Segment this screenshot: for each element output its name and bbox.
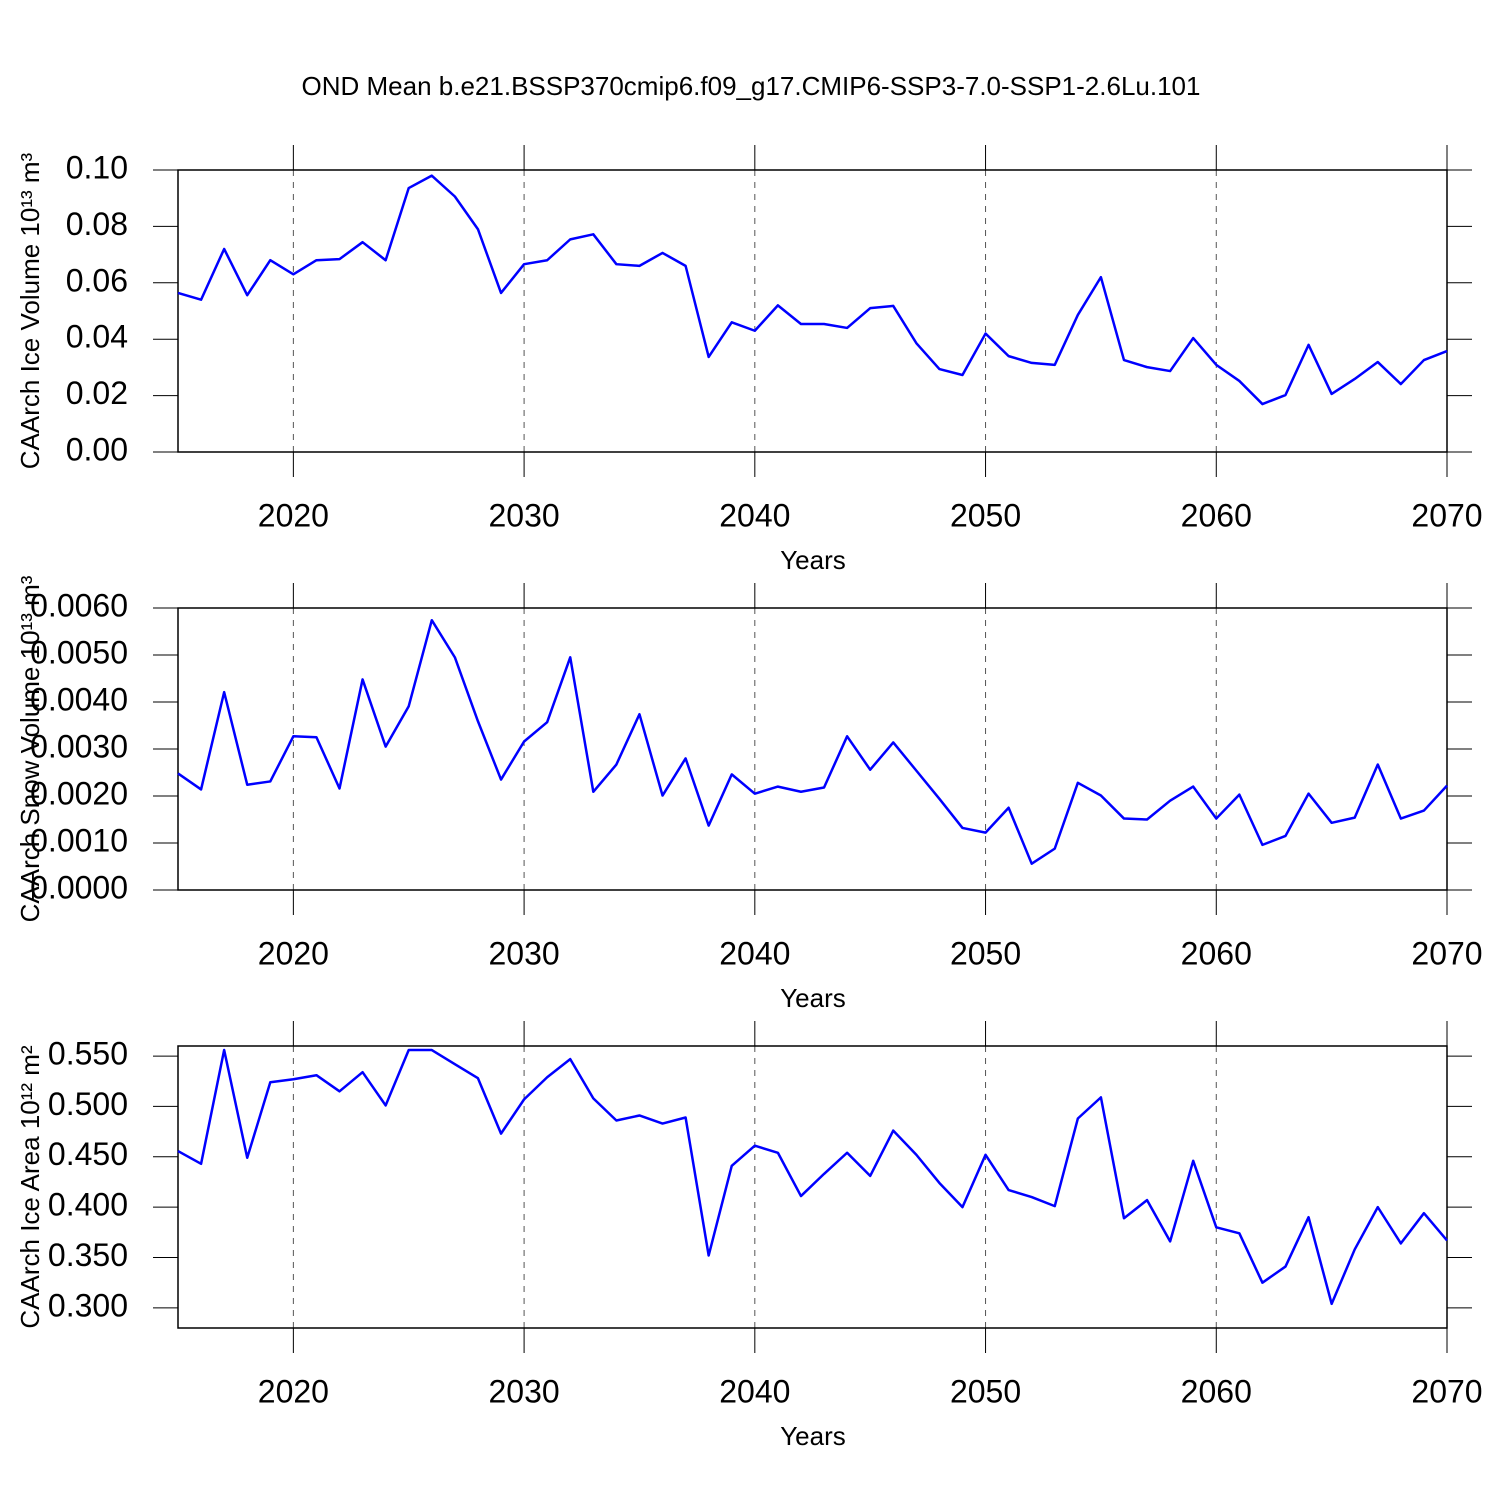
- y-tick-label: 0.500: [48, 1086, 128, 1122]
- y-tick-label: 0.0000: [30, 869, 128, 905]
- plot-frame: [177, 169, 1448, 453]
- x-tick-label: 2060: [1181, 1373, 1252, 1409]
- plot-frame: [177, 607, 1448, 891]
- x-tick-label: 2050: [950, 1373, 1021, 1409]
- y-tick-label: 0.06: [66, 262, 128, 298]
- x-tick-label: 2060: [1181, 935, 1252, 971]
- y-axis-title: CAArch Ice Volume 10¹³ m³: [15, 152, 45, 469]
- x-axis-title: Years: [780, 1421, 846, 1451]
- y-tick-label: 0.04: [66, 319, 128, 355]
- y-tick-label: 0.00: [66, 431, 128, 467]
- y-tick-label: 0.450: [48, 1136, 128, 1172]
- y-tick-label: 0.300: [48, 1287, 128, 1323]
- y-tick-label: 0.0040: [30, 681, 128, 717]
- x-tick-label: 2070: [1411, 497, 1482, 533]
- plot-frame: [177, 1045, 1448, 1329]
- x-tick-label: 2030: [488, 1373, 559, 1409]
- y-tick-label: 0.02: [66, 375, 128, 411]
- x-axis-title: Years: [780, 545, 846, 575]
- y-tick-label: 0.0050: [30, 634, 128, 670]
- x-tick-label: 2060: [1181, 497, 1252, 533]
- x-tick-label: 2030: [488, 935, 559, 971]
- x-tick-label: 2050: [950, 935, 1021, 971]
- y-tick-label: 0.0020: [30, 775, 128, 811]
- y-axis-title: CAArch Ice Area 10¹² m²: [15, 1045, 45, 1329]
- x-axis-title: Years: [780, 983, 846, 1013]
- data-line: [177, 618, 1448, 865]
- x-tick-label: 2020: [258, 497, 329, 533]
- chart-title: OND Mean b.e21.BSSP370cmip6.f09_g17.CMIP…: [302, 71, 1201, 101]
- y-axis-title: CAArch Snow Volume 10¹³ m³: [15, 575, 45, 922]
- y-tick-label: 0.08: [66, 206, 128, 242]
- data-line: [177, 174, 1448, 406]
- x-tick-label: 2040: [719, 497, 790, 533]
- x-tick-label: 2040: [719, 935, 790, 971]
- y-tick-label: 0.350: [48, 1237, 128, 1273]
- y-tick-label: 0.400: [48, 1187, 128, 1223]
- data-line: [177, 1048, 1448, 1306]
- y-tick-label: 0.0010: [30, 822, 128, 858]
- x-tick-label: 2030: [488, 497, 559, 533]
- x-tick-label: 2020: [258, 1373, 329, 1409]
- x-tick-label: 2040: [719, 1373, 790, 1409]
- x-tick-label: 2050: [950, 497, 1021, 533]
- y-tick-label: 0.10: [66, 149, 128, 185]
- y-tick-label: 0.550: [48, 1036, 128, 1072]
- x-tick-label: 2020: [258, 935, 329, 971]
- y-tick-label: 0.0030: [30, 728, 128, 764]
- y-tick-label: 0.0060: [30, 587, 128, 623]
- x-tick-label: 2070: [1411, 1373, 1482, 1409]
- x-tick-label: 2070: [1411, 935, 1482, 971]
